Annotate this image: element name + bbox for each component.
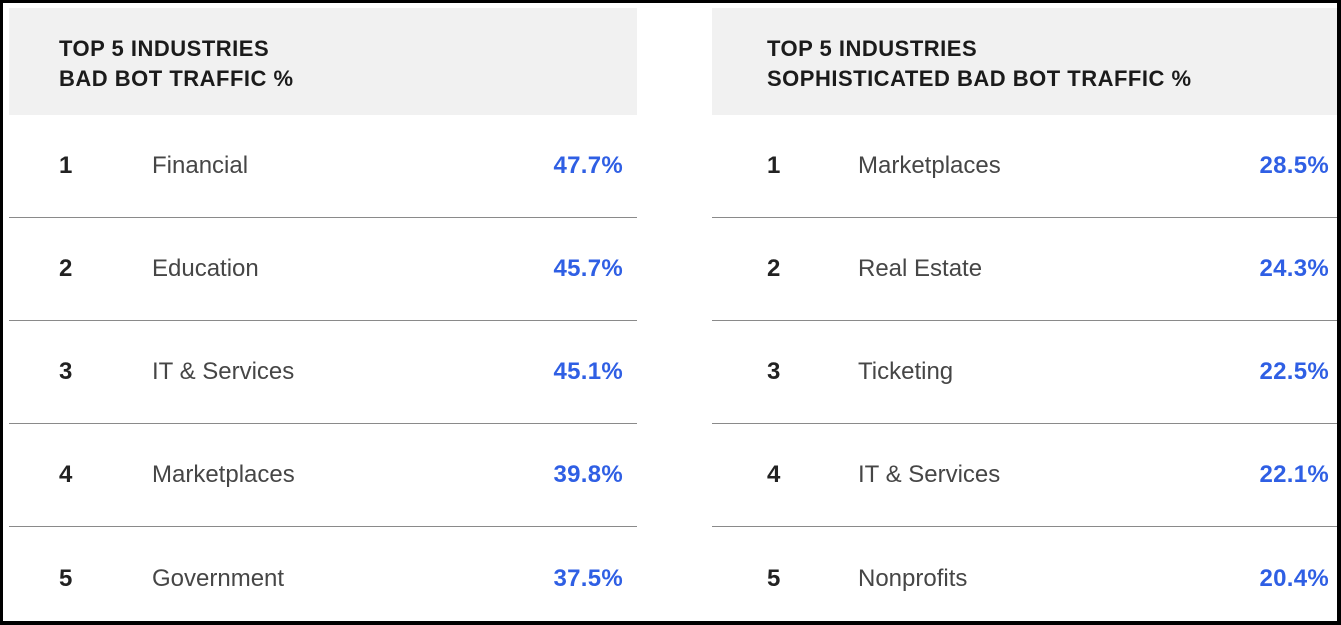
industry-cell: Financial (152, 152, 249, 179)
value-cell: 39.8% (553, 461, 623, 488)
rank-cell: 1 (59, 152, 73, 179)
rank-cell: 4 (59, 461, 73, 488)
table-row: 1 Financial 47.7% (9, 115, 637, 218)
table-row: 2 Real Estate 24.3% (712, 218, 1337, 321)
table-row: 5 Government 37.5% (9, 527, 637, 621)
industry-cell: Real Estate (858, 255, 983, 282)
value-cell: 20.4% (1259, 564, 1329, 592)
rank-cell: 5 (59, 564, 73, 592)
rank-cell: 2 (59, 255, 73, 282)
table-row: 4 Marketplaces 39.8% (9, 424, 637, 527)
industry-cell: Marketplaces (152, 461, 295, 488)
sophisticated-bad-bot-traffic-table: TOP 5 INDUSTRIES SOPHISTICATED BAD BOT T… (712, 8, 1337, 621)
rank-cell: 4 (767, 461, 781, 488)
value-cell: 24.3% (1259, 255, 1329, 282)
value-cell: 45.7% (553, 255, 623, 282)
value-cell: 45.1% (553, 358, 623, 385)
value-cell: 28.5% (1259, 152, 1329, 179)
industry-cell: Nonprofits (858, 564, 968, 592)
table-row: 2 Education 45.7% (9, 218, 637, 321)
table-title-line-2: BAD BOT TRAFFIC % (59, 66, 294, 91)
rank-cell: 5 (767, 564, 781, 592)
value-cell: 47.7% (553, 152, 623, 179)
industry-cell: Government (152, 564, 285, 592)
table-title-line-2: SOPHISTICATED BAD BOT TRAFFIC % (767, 66, 1192, 91)
table-body: 1 Financial 47.7% 2 Education 45.7% 3 IT… (9, 115, 637, 621)
rank-cell: 3 (59, 358, 73, 385)
table-header: TOP 5 INDUSTRIES SOPHISTICATED BAD BOT T… (712, 8, 1337, 115)
bad-bot-traffic-table: TOP 5 INDUSTRIES BAD BOT TRAFFIC % 1 Fin… (9, 8, 637, 621)
value-cell: 22.5% (1259, 358, 1329, 385)
value-cell: 22.1% (1259, 461, 1329, 488)
industry-cell: Education (152, 255, 259, 282)
industry-cell: IT & Services (858, 461, 1001, 488)
table-row: 3 Ticketing 22.5% (712, 321, 1337, 424)
table-row: 1 Marketplaces 28.5% (712, 115, 1337, 218)
table-row: 5 Nonprofits 20.4% (712, 527, 1337, 621)
table-row: 3 IT & Services 45.1% (9, 321, 637, 424)
industry-cell: Marketplaces (858, 152, 1001, 179)
table-row: 4 IT & Services 22.1% (712, 424, 1337, 527)
table-body: 1 Marketplaces 28.5% 2 Real Estate 24.3%… (712, 115, 1337, 621)
value-cell: 37.5% (553, 564, 623, 592)
rank-cell: 1 (767, 152, 781, 179)
rank-cell: 2 (767, 255, 781, 282)
table-header: TOP 5 INDUSTRIES BAD BOT TRAFFIC % (9, 8, 637, 115)
industry-cell: IT & Services (152, 358, 295, 385)
rank-cell: 3 (767, 358, 781, 385)
industry-cell: Ticketing (858, 358, 954, 385)
table-title-line-1: TOP 5 INDUSTRIES (767, 36, 978, 61)
table-title-line-1: TOP 5 INDUSTRIES (59, 36, 270, 61)
